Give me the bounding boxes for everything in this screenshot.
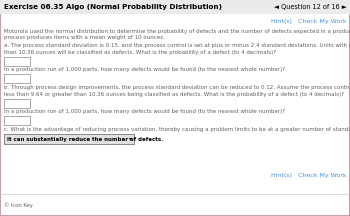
Text: c. What is the advantage of reducing process variation, thereby causing a proble: c. What is the advantage of reducing pro…: [4, 127, 350, 132]
Text: In a production run of 1,000 parts, how many defects would be found (to the near: In a production run of 1,000 parts, how …: [4, 110, 285, 114]
Bar: [4, 134, 134, 144]
Bar: [4, 57, 30, 66]
Text: ▾: ▾: [129, 137, 132, 141]
Text: © Icon Key: © Icon Key: [4, 202, 33, 208]
Text: ◄ Question 12 of 16 ►: ◄ Question 12 of 16 ►: [274, 4, 347, 10]
Text: than 10.36 ounces will be classified as defects. What is the probability of a de: than 10.36 ounces will be classified as …: [4, 50, 276, 55]
Text: Motorola used the normal distribution to determine the probability of defects an: Motorola used the normal distribution to…: [4, 29, 350, 33]
Bar: [4, 74, 30, 83]
Text: Exercise 06.35 Algo (Normal Probability Distribution): Exercise 06.35 Algo (Normal Probability …: [4, 4, 222, 10]
Bar: [4, 99, 30, 108]
Bar: [4, 116, 30, 125]
Text: Hint(s)   Check My Work: Hint(s) Check My Work: [271, 173, 347, 178]
Text: Hint(s)   Check My Work: Hint(s) Check My Work: [271, 19, 347, 24]
Bar: [0, 0, 350, 14]
Text: process produces items with a mean weight of 10 ounces.: process produces items with a mean weigh…: [4, 35, 165, 40]
Text: In a production run of 1,000 parts, how many defects would be found (to the near: In a production run of 1,000 parts, how …: [4, 67, 285, 73]
Text: less than 9.64 or greater than 10.36 ounces being classified as defects. What is: less than 9.64 or greater than 10.36 oun…: [4, 92, 344, 97]
Text: a. The process standard deviation is 0.15, and the process control is set at plu: a. The process standard deviation is 0.1…: [4, 43, 350, 49]
Text: It can substantially reduce the number of defects.: It can substantially reduce the number o…: [7, 137, 163, 141]
Text: b. Through process design improvements, the process standard deviation can be re: b. Through process design improvements, …: [4, 86, 350, 91]
